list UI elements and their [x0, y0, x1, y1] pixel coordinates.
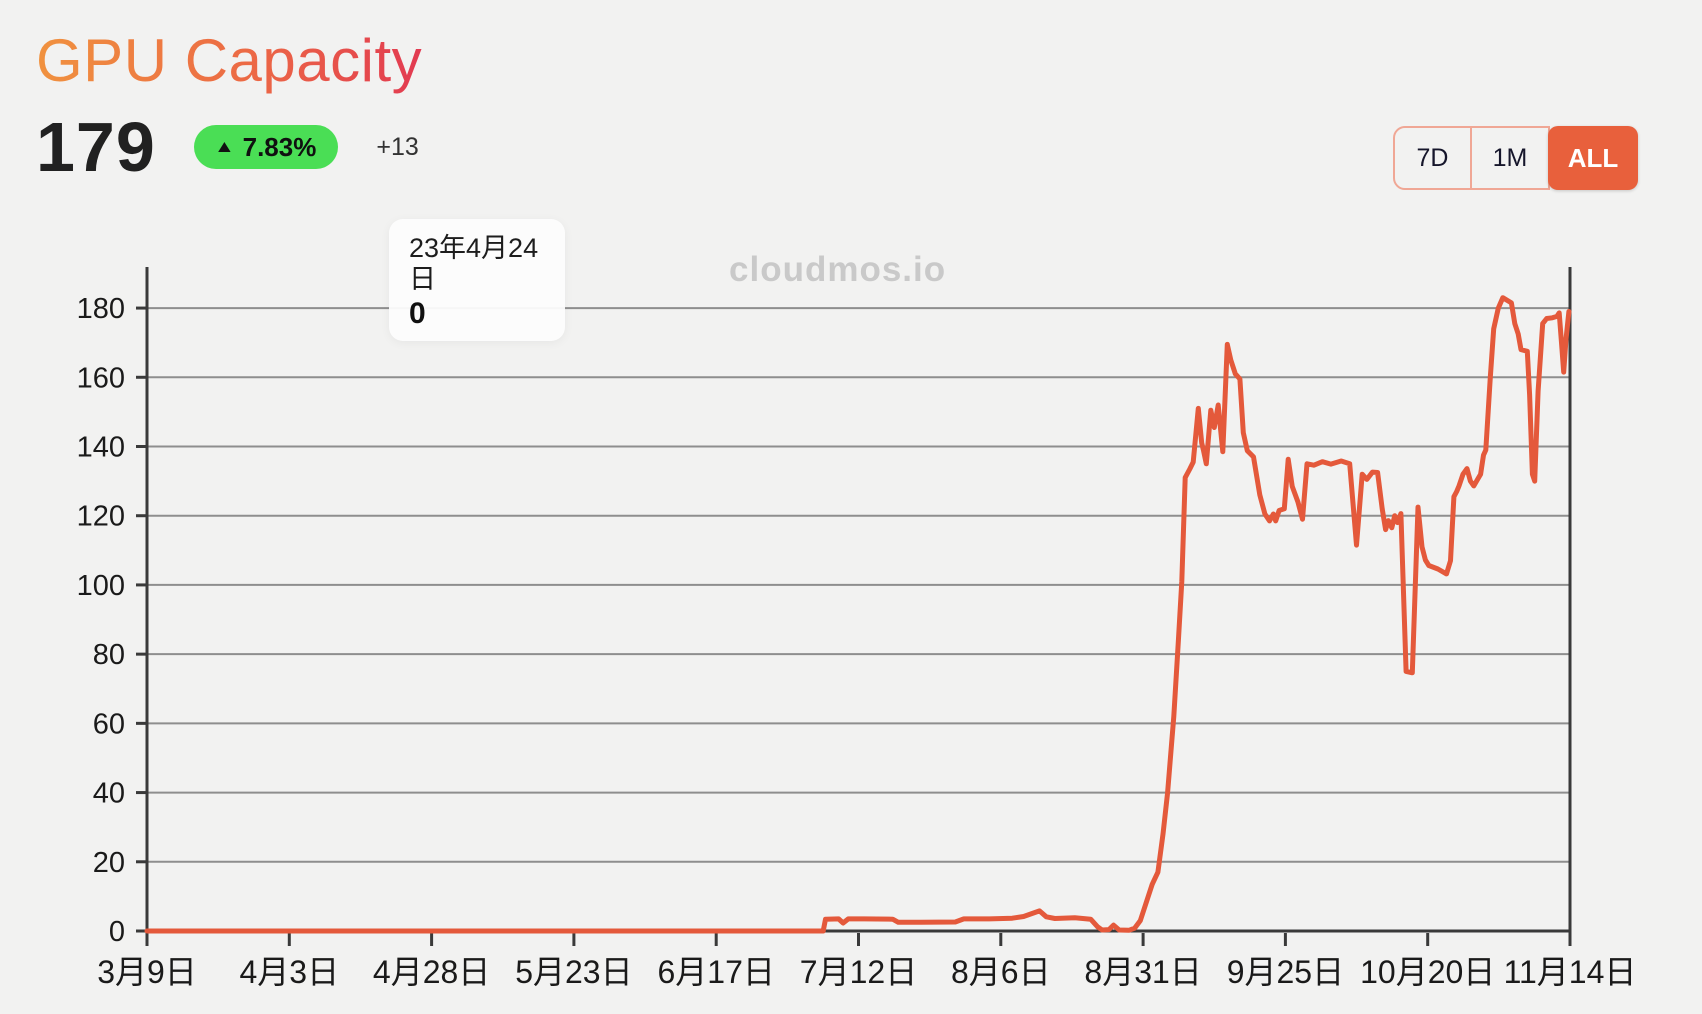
page-title: GPU Capacity: [36, 27, 423, 94]
y-axis-label: 100: [77, 570, 125, 602]
series-line-GPU Capacity: [144, 295, 1572, 934]
arrow-up-icon: ▲: [213, 137, 235, 156]
chart-tooltip: 23年4月24日 0: [389, 219, 565, 342]
x-axis-label: 4月3日: [239, 954, 339, 990]
current-value: 179: [36, 108, 156, 186]
x-axis-label: 8月31日: [1084, 954, 1201, 990]
y-axis-label: 40: [93, 778, 125, 810]
change-percent-value: 7.83%: [242, 131, 317, 162]
y-axis-label: 60: [93, 708, 125, 740]
y-axis-label: 160: [77, 362, 125, 394]
x-axis-label: 11月14日: [1504, 954, 1637, 990]
range-button-all[interactable]: ALL: [1548, 126, 1638, 190]
y-axis-label: 180: [77, 293, 125, 325]
x-axis-label: 3月9日: [97, 954, 197, 990]
x-axis-label: 9月25日: [1227, 954, 1344, 990]
y-axis-label: 0: [109, 916, 125, 948]
x-axis-label: 7月12日: [800, 954, 917, 990]
x-axis-label: 5月23日: [515, 954, 632, 990]
change-percent-badge: ▲ 7.83%: [193, 125, 339, 169]
x-axis-label: 6月17日: [657, 954, 774, 990]
range-selector: 7D 1M ALL: [1393, 126, 1638, 190]
change-absolute-value: +13: [376, 132, 419, 161]
y-axis-label: 140: [77, 431, 125, 463]
x-axis-label: 8月6日: [951, 954, 1051, 990]
y-axis-label: 80: [93, 639, 125, 671]
watermark-logo: cloudmos.io: [729, 250, 947, 289]
x-axis-label: 4月28日: [373, 954, 490, 990]
y-axis-label: 20: [93, 847, 125, 879]
headline-row: 179 ▲ 7.83% +13: [36, 112, 419, 182]
tooltip-date: 23年4月24日: [409, 233, 539, 295]
range-button-7d[interactable]: 7D: [1393, 126, 1472, 190]
range-button-1m[interactable]: 1M: [1472, 126, 1550, 190]
y-axis-label: 120: [77, 501, 125, 533]
tooltip-value: 0: [409, 297, 426, 331]
x-axis-label: 10月20日: [1360, 954, 1495, 990]
